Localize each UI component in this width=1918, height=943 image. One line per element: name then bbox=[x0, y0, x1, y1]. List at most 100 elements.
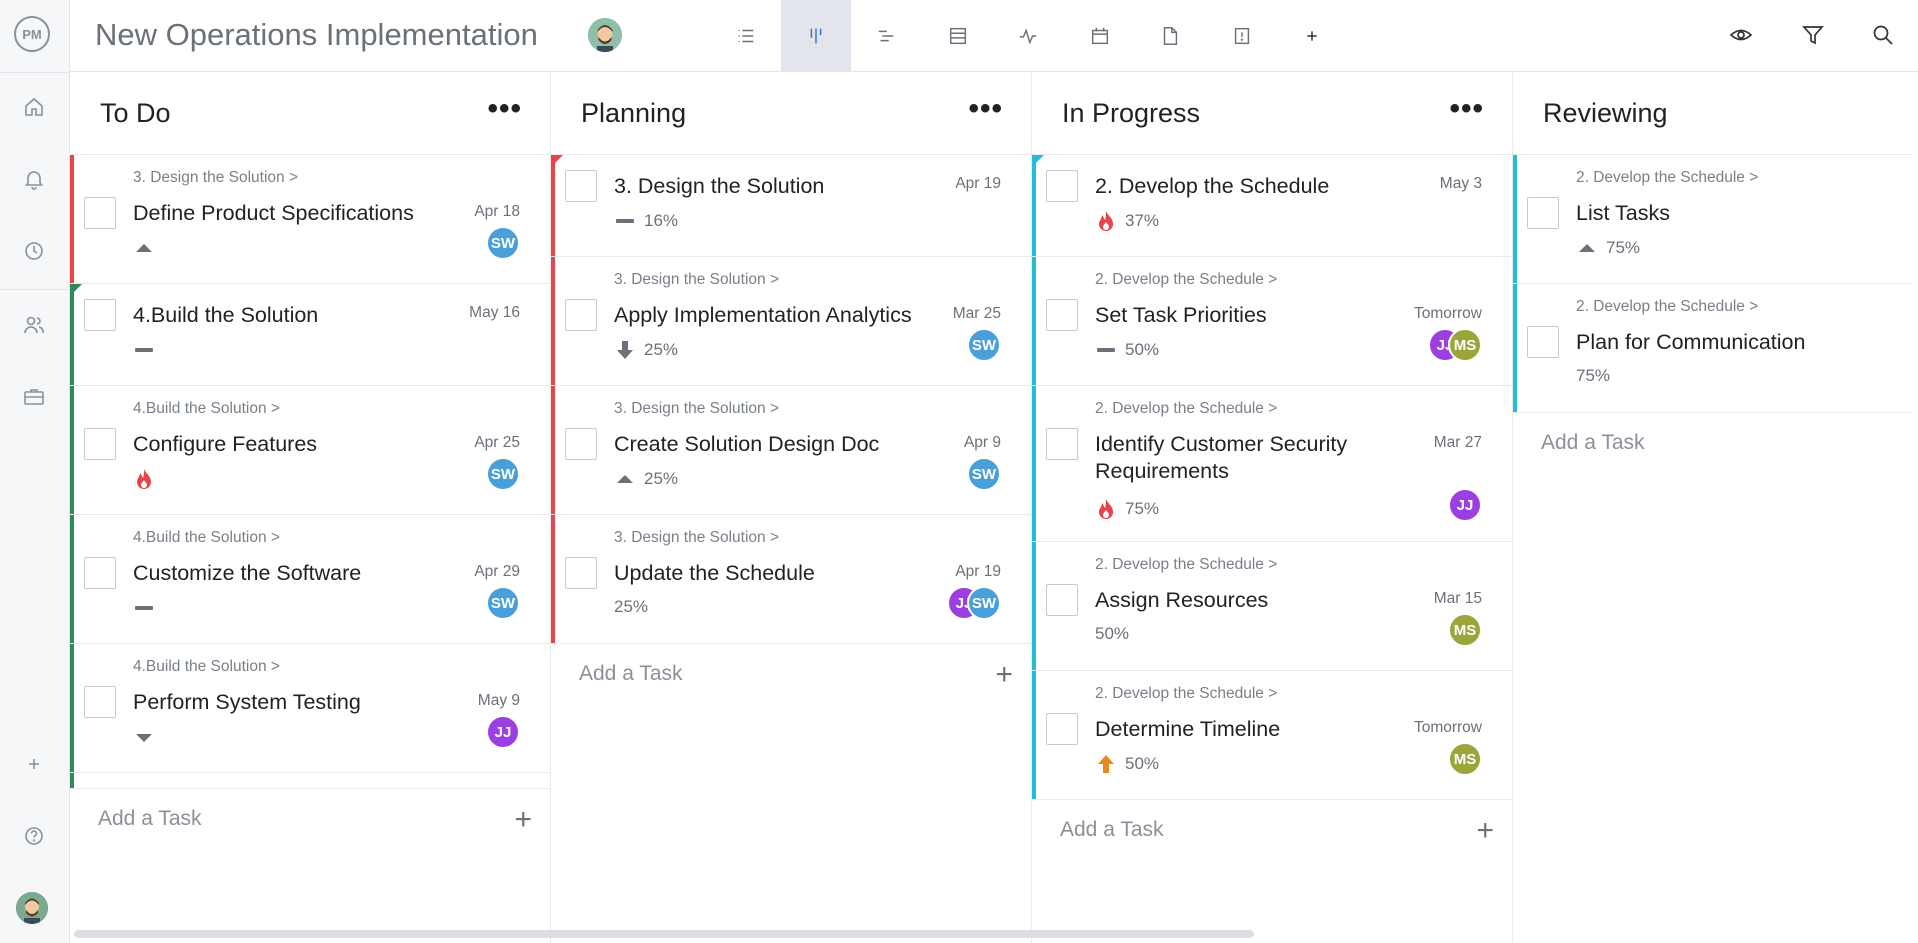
add-task-button[interactable]: Add a Task + bbox=[1032, 800, 1512, 862]
filter-icon[interactable] bbox=[1796, 18, 1830, 52]
project-title[interactable]: New Operations Implementation bbox=[95, 17, 538, 52]
task-card[interactable]: 2. Develop the Schedule > List Tasks 75% bbox=[1513, 155, 1913, 284]
add-task-button[interactable]: Add a Task + bbox=[551, 644, 1031, 706]
task-card[interactable]: 4.Build the Solution >Document Issues Fo… bbox=[70, 773, 550, 788]
people-icon[interactable] bbox=[17, 308, 51, 342]
task-checkbox[interactable] bbox=[565, 299, 597, 331]
parent-task-link[interactable]: 3. Design the Solution > bbox=[614, 271, 780, 288]
task-checkbox[interactable] bbox=[84, 428, 116, 460]
parent-task-link[interactable]: 2. Develop the Schedule > bbox=[1576, 298, 1759, 315]
task-title[interactable]: Customize the Software bbox=[133, 561, 362, 585]
task-checkbox[interactable] bbox=[565, 428, 597, 460]
parent-task-link[interactable]: 4.Build the Solution > bbox=[133, 400, 280, 417]
project-owner-avatar[interactable] bbox=[588, 18, 622, 52]
task-title[interactable]: Create Solution Design Doc bbox=[614, 432, 880, 456]
assignee-avatar[interactable]: MS bbox=[1448, 742, 1482, 776]
column-menu-icon[interactable]: ••• bbox=[1449, 92, 1484, 125]
assignee-avatar[interactable]: SW bbox=[486, 457, 520, 491]
task-card[interactable]: 4.Build the Solution > Configure Features… bbox=[70, 386, 550, 515]
tab-files-view[interactable] bbox=[1135, 0, 1205, 71]
tab-dashboard-view[interactable] bbox=[993, 0, 1063, 71]
task-checkbox[interactable] bbox=[565, 170, 597, 202]
task-card[interactable]: 3. Design the Solution > Update the Sched… bbox=[551, 515, 1031, 644]
parent-task-link[interactable]: 2. Develop the Schedule > bbox=[1095, 271, 1278, 288]
task-checkbox[interactable] bbox=[1046, 584, 1078, 616]
task-card[interactable]: 4.Build the Solution > Perform System Tes… bbox=[70, 644, 550, 773]
task-checkbox[interactable] bbox=[1046, 170, 1078, 202]
assignee-avatar[interactable]: SW bbox=[967, 457, 1001, 491]
task-checkbox[interactable] bbox=[1046, 299, 1078, 331]
task-card[interactable]: 4.Build the Solution > Customize the Soft… bbox=[70, 515, 550, 644]
task-title[interactable]: 2. Develop the Schedule bbox=[1095, 174, 1330, 198]
task-title[interactable]: Set Task Priorities bbox=[1095, 303, 1267, 327]
task-title[interactable]: Update the Schedule bbox=[614, 561, 815, 585]
task-title[interactable]: Determine Timeline bbox=[1095, 717, 1281, 741]
task-title[interactable]: List Tasks bbox=[1576, 201, 1670, 225]
parent-task-link[interactable]: 4.Build the Solution > bbox=[133, 787, 280, 788]
task-card[interactable]: 2. Develop the Schedule > Identify Custom… bbox=[1032, 386, 1512, 542]
user-avatar[interactable] bbox=[16, 892, 48, 924]
task-title[interactable]: Apply Implementation Analytics bbox=[614, 303, 912, 327]
task-card[interactable]: 2. Develop the Schedule > Determine Timel… bbox=[1032, 671, 1512, 800]
horizontal-scrollbar[interactable] bbox=[74, 930, 1254, 938]
parent-task-link[interactable]: 2. Develop the Schedule > bbox=[1095, 556, 1278, 573]
parent-task-link[interactable]: 2. Develop the Schedule > bbox=[1576, 169, 1759, 186]
parent-task-link[interactable]: 4.Build the Solution > bbox=[133, 658, 280, 675]
plus-icon[interactable] bbox=[17, 747, 51, 781]
assignee-avatar[interactable]: MS bbox=[1448, 613, 1482, 647]
assignee-avatar[interactable]: JJ bbox=[1448, 488, 1482, 522]
task-card[interactable]: 4.Build the Solution May 16 bbox=[70, 284, 550, 386]
parent-task-link[interactable]: 3. Design the Solution > bbox=[614, 400, 780, 417]
home-icon[interactable] bbox=[17, 90, 51, 124]
add-task-plus-icon[interactable]: + bbox=[995, 658, 1013, 691]
task-card[interactable]: 2. Develop the Schedule > Set Task Priori… bbox=[1032, 257, 1512, 386]
task-checkbox[interactable] bbox=[84, 299, 116, 331]
tab-calendar-view[interactable] bbox=[1065, 0, 1135, 71]
search-icon[interactable] bbox=[1866, 18, 1900, 52]
task-title[interactable]: Define Product Specifications bbox=[133, 201, 414, 225]
tab-board-view[interactable] bbox=[781, 0, 851, 71]
tab-sheet-view[interactable] bbox=[923, 0, 993, 71]
task-card[interactable]: 2. Develop the Schedule May 3 37% bbox=[1032, 155, 1512, 257]
task-title[interactable]: 4.Build the Solution bbox=[133, 303, 319, 327]
parent-task-link[interactable]: 3. Design the Solution > bbox=[133, 169, 299, 186]
task-title[interactable]: Plan for Communication bbox=[1576, 330, 1806, 354]
task-checkbox[interactable] bbox=[84, 197, 116, 229]
pm-logo[interactable]: PM bbox=[14, 16, 50, 52]
task-card[interactable]: 2. Develop the Schedule > Assign Resource… bbox=[1032, 542, 1512, 671]
task-checkbox[interactable] bbox=[84, 557, 116, 589]
task-checkbox[interactable] bbox=[1046, 428, 1078, 460]
task-checkbox[interactable] bbox=[84, 686, 116, 718]
add-task-button[interactable]: Add a Task bbox=[1513, 413, 1913, 475]
tab-add-view[interactable] bbox=[1277, 0, 1347, 71]
task-title[interactable]: Assign Resources bbox=[1095, 588, 1269, 612]
column-menu-icon[interactable]: ••• bbox=[968, 92, 1003, 125]
task-checkbox[interactable] bbox=[565, 557, 597, 589]
task-card[interactable]: 3. Design the Solution Apr 19 16% bbox=[551, 155, 1031, 257]
assignee-avatar[interactable]: MS bbox=[1448, 328, 1482, 362]
task-card[interactable]: 3. Design the Solution > Apply Implementa… bbox=[551, 257, 1031, 386]
tab-issues-view[interactable] bbox=[1207, 0, 1277, 71]
parent-task-link[interactable]: 2. Develop the Schedule > bbox=[1095, 685, 1278, 702]
parent-task-link[interactable]: 2. Develop the Schedule > bbox=[1095, 400, 1278, 417]
add-task-plus-icon[interactable]: + bbox=[514, 803, 532, 836]
task-title[interactable]: Identify Customer Security Requirements bbox=[1095, 432, 1348, 483]
tab-gantt-view[interactable] bbox=[851, 0, 921, 71]
task-checkbox[interactable] bbox=[1046, 713, 1078, 745]
assignee-avatar[interactable]: JJ bbox=[486, 715, 520, 749]
eye-icon[interactable] bbox=[1724, 18, 1758, 52]
briefcase-icon[interactable] bbox=[17, 380, 51, 414]
task-checkbox[interactable] bbox=[1527, 326, 1559, 358]
task-title[interactable]: Configure Features bbox=[133, 432, 318, 456]
add-task-plus-icon[interactable]: + bbox=[1476, 814, 1494, 847]
task-card[interactable]: 2. Develop the Schedule > Plan for Commun… bbox=[1513, 284, 1913, 413]
task-title[interactable]: 3. Design the Solution bbox=[614, 174, 825, 198]
task-card[interactable]: 3. Design the Solution > Create Solution … bbox=[551, 386, 1031, 515]
task-card[interactable]: 3. Design the Solution > Define Product S… bbox=[70, 155, 550, 284]
column-menu-icon[interactable]: ••• bbox=[487, 92, 522, 125]
add-task-button[interactable]: Add a Task + bbox=[70, 788, 550, 850]
tab-list-view[interactable] bbox=[711, 0, 781, 71]
assignee-avatar[interactable]: SW bbox=[967, 586, 1001, 620]
assignee-avatar[interactable]: SW bbox=[486, 586, 520, 620]
assignee-avatar[interactable]: SW bbox=[486, 226, 520, 260]
